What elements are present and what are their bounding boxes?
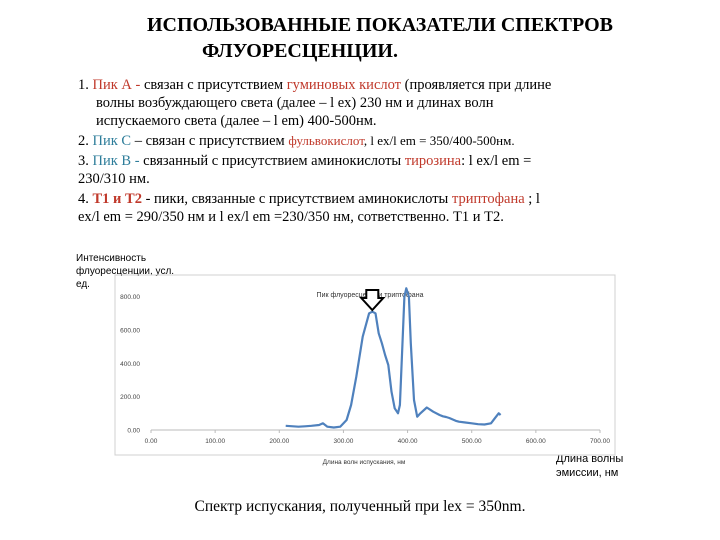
item-highlight: тирозина [404, 153, 462, 169]
item-number: 2. [78, 133, 89, 149]
item-text: , l ex/l em = 350/400-500нм. [363, 133, 515, 148]
x-tick-label: 100.00 [205, 438, 225, 445]
item-number: 4. [78, 191, 89, 207]
peak-arrow-icon [359, 289, 386, 312]
item-line: волны возбуждающего света (далее – l ex)… [96, 95, 494, 111]
item-number: 1. [78, 77, 89, 93]
item-text: – связан с присутствием [131, 133, 289, 149]
list-item: 2. Пик С – связан с присутствием фульвок… [78, 132, 648, 150]
peak-name: Пик А - [92, 77, 144, 93]
item-text: связанный с присутствием аминокислоты [143, 153, 405, 169]
x-axis-label: Длина волны эмиссии, нм [556, 453, 624, 479]
item-highlight: гуминовых кислот [286, 77, 402, 93]
list-item: 1. Пик А - связан с присутствием гуминов… [78, 76, 648, 130]
x-tick-label: 400.00 [398, 438, 418, 445]
x-tick-label: 200.00 [269, 438, 289, 445]
item-text: ; l [524, 191, 540, 207]
x-tick-label: 600.00 [526, 438, 546, 445]
title-line-2: ФЛУОРЕСЦЕНЦИИ. [202, 40, 398, 62]
item-text: - пики, связанные с присутствием аминоки… [141, 191, 452, 207]
y-tick-label: 600.00 [120, 328, 140, 335]
item-text: (проявляется при длине [401, 77, 552, 93]
item-number: 3. [78, 153, 89, 169]
y-tick-label: 400.00 [120, 361, 140, 368]
item-text: связан с присутствием [143, 77, 287, 93]
x-tick-label: 700.00 [590, 438, 610, 445]
y-tick-label: 0.00 [127, 428, 140, 435]
figure-caption: Спектр испускания, полученный при lex = … [194, 498, 526, 515]
chart-x-label: Длина волн испускания, нм [323, 459, 406, 466]
chart-frame [114, 274, 616, 456]
x-tick-label: 500.00 [462, 438, 482, 445]
y-tick-label: 200.00 [120, 394, 140, 401]
peak-name: Т1 и Т2 [92, 191, 142, 207]
peak-name: Пик В - [92, 153, 144, 169]
y-axis-label: Интенсивность флуоресценции, усл. ед. [76, 253, 175, 290]
item-highlight: триптофана [451, 191, 525, 207]
list-item: 3. Пик В - связанный с присутствием амин… [78, 152, 648, 188]
peak-name: Пик С [92, 133, 132, 149]
x-tick-label: 0.00 [145, 438, 158, 445]
x-tick-label: 300.00 [333, 438, 353, 445]
item-line: испускаемого света (далее – l em) 400-50… [96, 113, 377, 129]
slide-title: ИСПОЛЬЗОВАННЫЕ ПОКАЗАТЕЛИ СПЕКТРОВ ФЛУОР… [0, 12, 720, 64]
y-tick-label: 800.00 [120, 294, 140, 301]
indicator-list: 1. Пик А - связан с присутствием гуминов… [78, 76, 648, 228]
spectrum-series-line [285, 287, 502, 429]
title-line-1: ИСПОЛЬЗОВАННЫЕ ПОКАЗАТЕЛИ СПЕКТРОВ [146, 14, 614, 36]
item-line: 230/310 нм. [78, 171, 150, 187]
item-highlight: фульвокислот [288, 133, 364, 148]
item-text: : l ex/l em = [461, 153, 532, 169]
list-item: 4. Т1 и Т2 - пики, связанные с присутств… [78, 190, 648, 226]
item-line: ex/l em = 290/350 нм и l ex/l em =230/35… [78, 209, 504, 225]
